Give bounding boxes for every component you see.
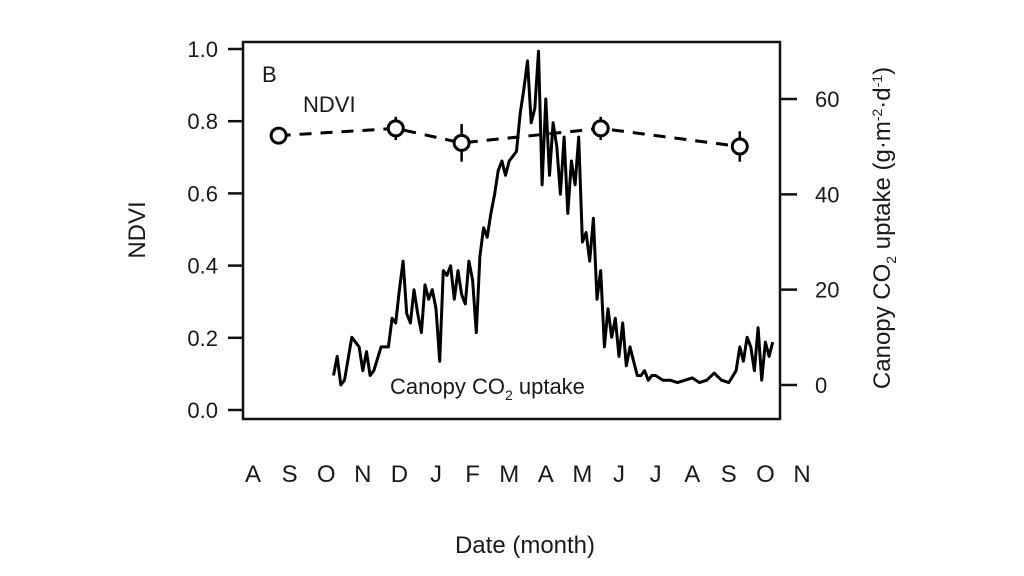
left-axis-title: NDVI [124,201,151,258]
right-tick-label: 0 [815,373,827,398]
ndvi-series-label: NDVI [303,92,356,117]
month-label: O [317,461,336,488]
left-tick-label: 0.4 [187,254,218,279]
month-label: J [650,461,662,488]
month-label: F [465,461,480,488]
ndvi-marker [591,119,610,138]
ndvi-marker [452,133,471,152]
ndvi-marker [386,119,405,138]
co2-uptake-line [332,49,775,387]
month-label: A [245,461,261,488]
right-tick-label: 60 [815,87,839,112]
right-tick-label: 20 [815,278,839,303]
panel-label: B [262,62,277,87]
x-axis-title: Date (month) [455,532,595,559]
left-axis-ticks: 0.0 0.2 0.4 0.6 0.8 1.0 [187,37,243,423]
ndvi-markers [269,116,749,162]
left-tick-label: 1.0 [187,37,218,62]
co2-series-label: Canopy CO2 uptake [390,374,585,403]
month-label: N [354,461,371,488]
month-label: S [282,461,298,488]
left-tick-label: 0.8 [187,109,218,134]
plot-frame [241,40,782,421]
month-label: J [613,461,625,488]
month-label: N [793,461,810,488]
right-axis-title: Canopy CO2 uptake (g·m-2·d-1) [869,67,899,389]
ndvi-marker [269,126,288,145]
month-label: J [430,461,442,488]
ndvi-dashed-line [278,126,740,148]
month-label: M [499,461,519,488]
month-label: O [756,461,775,488]
month-label: A [684,461,700,488]
left-tick-label: 0.6 [187,181,218,206]
ndvi-marker [730,137,749,156]
month-label: D [391,461,408,488]
right-axis-ticks: 0 20 40 60 [780,87,839,398]
month-label: S [721,461,737,488]
left-tick-label: 0.2 [187,326,218,351]
month-label: A [538,461,554,488]
left-tick-label: 0.0 [187,398,218,423]
right-tick-label: 40 [815,182,839,207]
month-label: M [572,461,592,488]
